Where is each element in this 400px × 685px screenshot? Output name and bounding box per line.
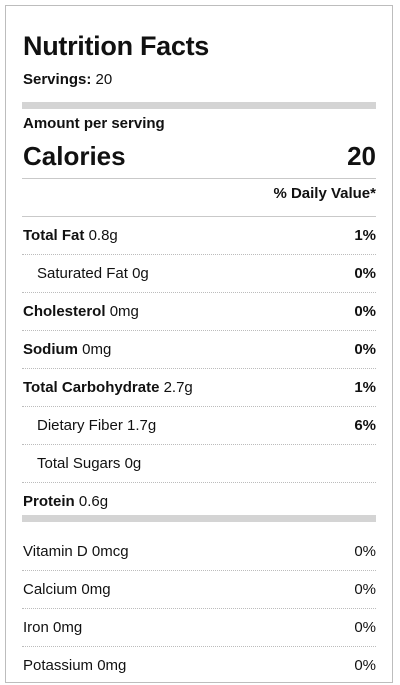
- nutrient-dv: 0%: [354, 341, 376, 358]
- row-divider: [22, 254, 376, 255]
- label-content: Nutrition Facts Servings: 20 Amount per …: [22, 6, 376, 682]
- row-divider: [22, 646, 376, 647]
- vitamin-dv: 0%: [354, 657, 376, 674]
- nutrient-name: Total Fat 0.8g: [23, 227, 118, 244]
- servings-line: Servings: 20: [23, 70, 112, 90]
- vitamin-row-potassium: Potassium 0mg 0%: [22, 647, 376, 684]
- thick-divider-vitamins: [22, 515, 376, 522]
- nutrition-facts-label: Nutrition Facts Servings: 20 Amount per …: [5, 5, 393, 683]
- vitamin-name: Potassium 0mg: [23, 657, 127, 674]
- vitamin-name: Iron 0mg: [23, 619, 83, 636]
- nutrient-row-total-sugars: Total Sugars 0g: [22, 445, 376, 482]
- nutrient-row-total-carbohydrate: Total Carbohydrate 2.7g 1%: [22, 369, 376, 406]
- nutrient-row-total-fat: Total Fat 0.8g 1%: [22, 217, 376, 254]
- label-title: Nutrition Facts: [23, 31, 210, 61]
- row-divider: [22, 406, 376, 407]
- nutrient-row-cholesterol: Cholesterol 0mg 0%: [22, 293, 376, 330]
- nutrient-name: Total Carbohydrate 2.7g: [23, 379, 193, 396]
- vitamin-row-iron: Iron 0mg 0%: [22, 609, 376, 646]
- row-divider: [22, 444, 376, 445]
- nutrient-row-protein: Protein 0.6g: [22, 483, 376, 520]
- divider-calories: [22, 178, 376, 179]
- nutrient-name: Cholesterol 0mg: [23, 303, 139, 320]
- row-divider: [22, 608, 376, 609]
- row-divider: [22, 368, 376, 369]
- nutrient-dv: 1%: [354, 379, 376, 396]
- nutrient-row-saturated-fat: Saturated Fat 0g 0%: [22, 255, 376, 292]
- nutrient-row-sodium: Sodium 0mg 0%: [22, 331, 376, 368]
- nutrient-dv: 6%: [354, 417, 376, 434]
- nutrient-name: Dietary Fiber 1.7g: [37, 417, 157, 434]
- vitamin-row-calcium: Calcium 0mg 0%: [22, 571, 376, 608]
- daily-value-header: % Daily Value*: [273, 185, 376, 202]
- nutrient-row-dietary-fiber: Dietary Fiber 1.7g 6%: [22, 407, 376, 444]
- vitamin-name: Vitamin D 0mcg: [23, 543, 129, 560]
- row-divider: [22, 330, 376, 331]
- calories-value: 20: [347, 141, 376, 171]
- nutrient-name: Total Sugars 0g: [37, 455, 142, 472]
- amount-per-serving: Amount per serving: [23, 115, 165, 132]
- row-divider: [22, 482, 376, 483]
- vitamin-row-vitamin-d: Vitamin D 0mcg 0%: [22, 533, 376, 570]
- nutrient-dv: 0%: [354, 265, 376, 282]
- vitamin-dv: 0%: [354, 581, 376, 598]
- vitamin-name: Calcium 0mg: [23, 581, 111, 598]
- calories-label: Calories: [23, 141, 126, 171]
- vitamin-dv: 0%: [354, 619, 376, 636]
- servings-label: Servings:: [23, 71, 92, 88]
- thick-divider-top: [22, 102, 376, 109]
- nutrient-dv: 1%: [354, 227, 376, 244]
- row-divider: [22, 570, 376, 571]
- vitamin-dv: 0%: [354, 543, 376, 560]
- nutrient-name: Sodium 0mg: [23, 341, 112, 358]
- nutrient-name: Protein 0.6g: [23, 493, 109, 510]
- nutrient-name: Saturated Fat 0g: [37, 265, 149, 282]
- calories-row: Calories 20: [22, 138, 376, 174]
- row-divider: [22, 292, 376, 293]
- nutrient-dv: 0%: [354, 303, 376, 320]
- servings-value: 20: [95, 71, 113, 88]
- divider-dv-header: [22, 216, 376, 217]
